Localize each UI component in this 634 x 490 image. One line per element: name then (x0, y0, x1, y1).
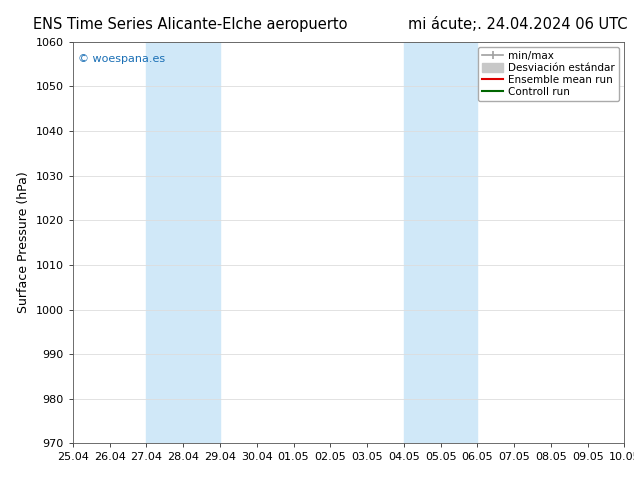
Text: mi ácute;. 24.04.2024 06 UTC: mi ácute;. 24.04.2024 06 UTC (408, 17, 628, 32)
Text: ENS Time Series Alicante-Elche aeropuerto: ENS Time Series Alicante-Elche aeropuert… (33, 17, 347, 32)
Bar (404, 42, 477, 443)
Y-axis label: Surface Pressure (hPa): Surface Pressure (hPa) (17, 172, 30, 314)
Legend: min/max, Desviación estándar, Ensemble mean run, Controll run: min/max, Desviación estándar, Ensemble m… (478, 47, 619, 101)
Text: © woespana.es: © woespana.es (79, 54, 165, 64)
Bar (146, 42, 220, 443)
